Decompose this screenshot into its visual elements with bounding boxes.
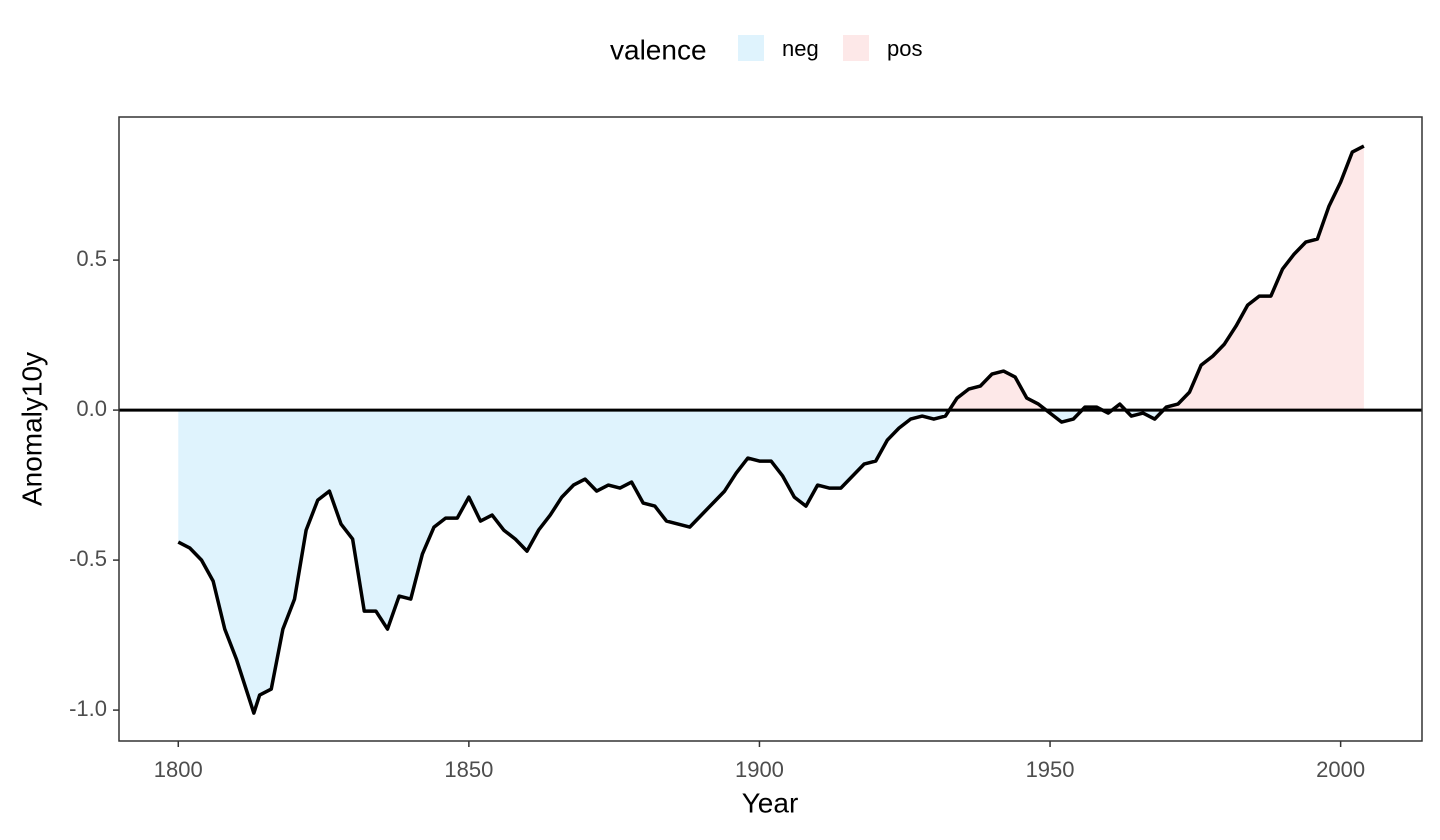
x-tick-label: 1950 <box>1026 757 1075 782</box>
panel-border <box>118 116 1423 742</box>
x-tick-label: 2000 <box>1316 757 1365 782</box>
y-tick-label: 0.5 <box>76 246 107 271</box>
legend-key <box>738 35 764 61</box>
x-axis-title: Year <box>742 787 799 818</box>
area-pos <box>178 146 1364 411</box>
x-tick-label: 1900 <box>735 757 784 782</box>
legend-label: neg <box>782 36 819 61</box>
y-tick-label: 0.0 <box>76 396 107 421</box>
legend-label: pos <box>887 36 922 61</box>
legend-title: valence <box>610 34 707 65</box>
y-tick-label: -1.0 <box>69 696 107 721</box>
y-axis-title: Anomaly10y <box>16 352 47 506</box>
data-line <box>177 144 1365 715</box>
area-neg <box>178 410 1164 714</box>
legend-key <box>843 35 869 61</box>
x-tick-label: 1850 <box>444 757 493 782</box>
y-tick-label: -0.5 <box>69 546 107 571</box>
x-tick-label: 1800 <box>154 757 203 782</box>
